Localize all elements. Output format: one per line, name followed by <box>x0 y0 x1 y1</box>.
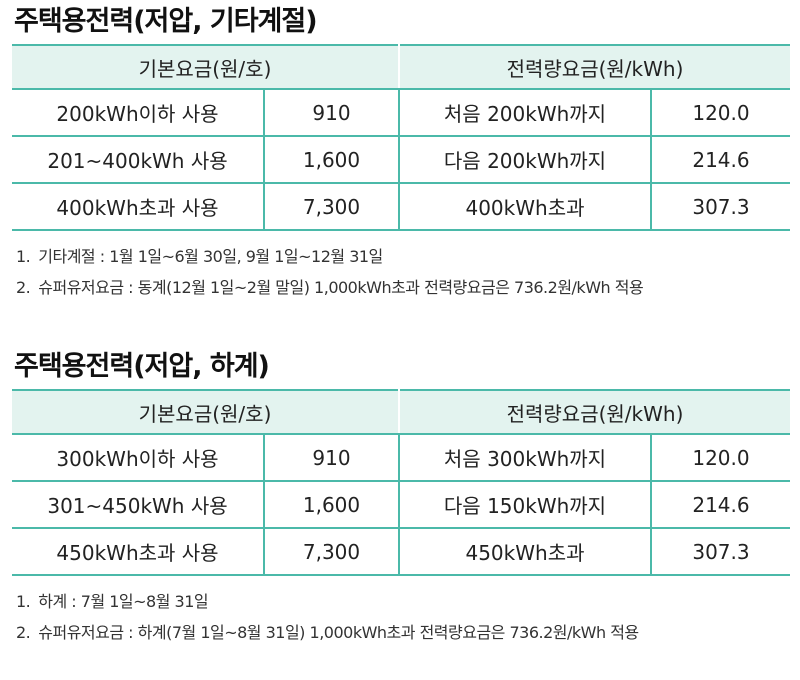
base-label-cell: 450kWh초과 사용 <box>12 528 265 575</box>
footnote-text: 슈퍼유저요금 : 동계(12월 1일~2월 말일) 1,000kWh초과 전력량… <box>38 278 644 297</box>
rate-section-other-seasons: 주택용전력(저압, 기타계절) 기본요금(원/호) 전력량요금(원/kWh) 2… <box>12 0 790 303</box>
energy-value-cell: 307.3 <box>692 194 750 219</box>
base-label-cell: 201~400kWh 사용 <box>12 136 265 184</box>
table-row: 301~450kWh 사용 1,600 다음 150kWh까지 214.6 <box>12 481 790 529</box>
footnotes: 1. 기타계절 : 1월 1일~6월 30일, 9월 1일~12월 31일 2. 슈… <box>12 241 790 303</box>
table-header-row: 기본요금(원/호) 전력량요금(원/kWh) <box>12 390 790 435</box>
base-label-cell: 301~450kWh 사용 <box>12 481 265 529</box>
energy-value-cell: 214.6 <box>651 481 790 529</box>
rate-table: 기본요금(원/호) 전력량요금(원/kWh) 200kWh이하 사용 910 처… <box>12 44 790 231</box>
header-base-charge: 기본요금(원/호) <box>12 390 400 435</box>
section-title: 주택용전력(저압, 기타계절) <box>14 6 318 37</box>
footnote-text: 기타계절 : 1월 1일~6월 30일, 9월 1일~12월 31일 <box>38 247 383 266</box>
section-title: 주택용전력(저압, 하계) <box>14 351 270 382</box>
table-row: 201~400kWh 사용 1,600 다음 200kWh까지 214.6 <box>12 136 790 184</box>
footnotes: 1. 하계 : 7월 1일~8월 31일 2. 슈퍼유저요금 : 하계(7월 1일~… <box>12 586 790 648</box>
table-row: 400kWh초과 사용 7,300 400kWh초과 307.3 <box>12 183 790 230</box>
header-energy-charge: 전력량요금(원/kWh) <box>399 390 790 435</box>
table-row: 200kWh이하 사용 910 처음 200kWh까지 120.0 <box>12 89 790 137</box>
footnote: 1. 기타계절 : 1월 1일~6월 30일, 9월 1일~12월 31일 <box>12 241 790 272</box>
footnote-number: 1. <box>16 592 31 611</box>
table-row: 450kWh초과 사용 7,300 450kWh초과 307.3 <box>12 528 790 575</box>
energy-label-cell: 다음 200kWh까지 <box>399 136 652 184</box>
footnote-number: 2. <box>16 623 31 642</box>
base-label-cell: 200kWh이하 사용 <box>12 89 265 137</box>
base-value-cell: 7,300 <box>264 528 400 575</box>
base-value-cell: 7,300 <box>264 183 400 230</box>
base-value-cell: 1,600 <box>264 481 400 529</box>
rate-section-summer: 주택용전력(저압, 하계) 기본요금(원/호) 전력량요금(원/kWh) 300… <box>12 345 790 648</box>
base-value-cell: 910 <box>264 434 400 482</box>
table-header-row: 기본요금(원/호) 전력량요금(원/kWh) <box>12 45 790 90</box>
energy-label-cell: 400kWh초과 <box>399 183 652 230</box>
footnote-text: 슈퍼유저요금 : 하계(7월 1일~8월 31일) 1,000kWh초과 전력량… <box>38 623 639 642</box>
base-label-cell: 400kWh초과 사용 <box>12 183 265 230</box>
energy-label-cell: 처음 300kWh까지 <box>399 434 652 482</box>
footnote: 2. 슈퍼유저요금 : 하계(7월 1일~8월 31일) 1,000kWh초과 전… <box>12 617 790 648</box>
table-row: 300kWh이하 사용 910 처음 300kWh까지 120.0 <box>12 434 790 482</box>
energy-label-cell: 450kWh초과 <box>399 528 652 575</box>
header-energy-charge: 전력량요금(원/kWh) <box>399 45 790 90</box>
energy-value-cell: 120.0 <box>651 89 790 137</box>
footnote-number: 2. <box>16 278 31 297</box>
footnote: 2. 슈퍼유저요금 : 동계(12월 1일~2월 말일) 1,000kWh초과 전… <box>12 272 790 303</box>
footnote-text: 하계 : 7월 1일~8월 31일 <box>38 592 209 611</box>
energy-value-cell: 120.0 <box>651 434 790 482</box>
base-value-cell: 910 <box>264 89 400 137</box>
base-label-cell: 300kWh이하 사용 <box>12 434 265 482</box>
energy-label-cell: 다음 150kWh까지 <box>399 481 652 529</box>
footnote: 1. 하계 : 7월 1일~8월 31일 <box>12 586 790 617</box>
energy-value-cell: 214.6 <box>651 136 790 184</box>
rate-table: 기본요금(원/호) 전력량요금(원/kWh) 300kWh이하 사용 910 처… <box>12 389 790 576</box>
base-value-cell: 1,600 <box>264 136 400 184</box>
footnote-number: 1. <box>16 247 31 266</box>
energy-value-cell: 307.3 <box>692 539 750 564</box>
header-base-charge: 기본요금(원/호) <box>12 45 400 90</box>
energy-label-cell: 처음 200kWh까지 <box>399 89 652 137</box>
